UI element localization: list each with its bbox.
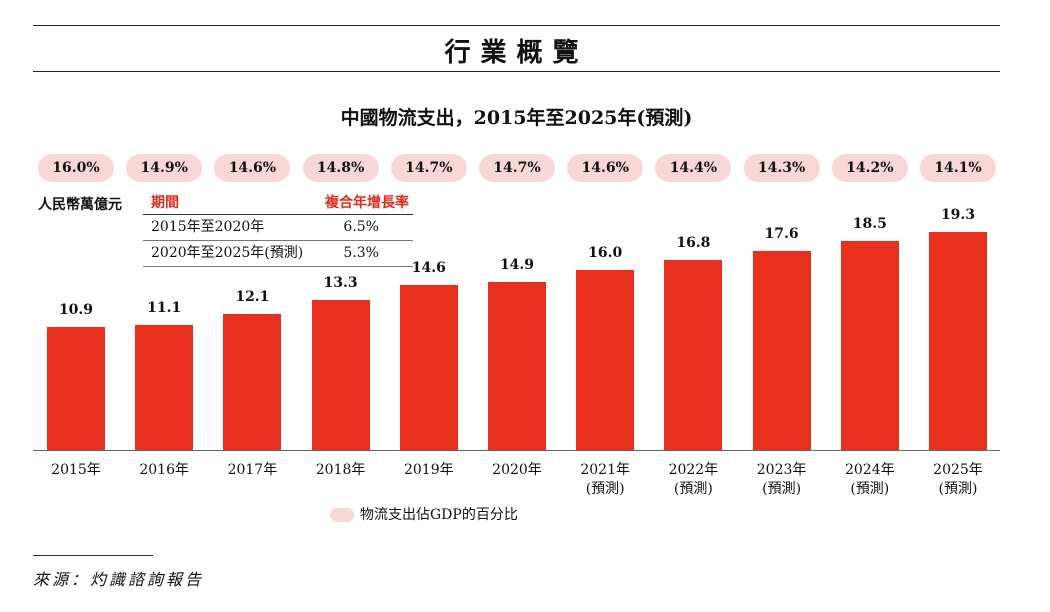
gdp-share-badge: 14.1% <box>920 154 996 182</box>
gdp-share-badge: 14.6% <box>567 154 644 182</box>
bar-4 <box>399 285 458 450</box>
x-tick-label: 2015年 <box>51 462 101 478</box>
source-rule <box>33 555 153 556</box>
gdp-share-badge: 14.4% <box>655 154 732 182</box>
bar-0 <box>47 327 105 450</box>
header-rule-bottom <box>33 71 1000 72</box>
bar-value-label: 18.5 <box>852 216 887 233</box>
legend-label: 物流支出佔GDP的百分比 <box>360 507 518 523</box>
legend-swatch <box>330 508 354 522</box>
x-tick-label: 2023年 (預測) <box>756 462 807 497</box>
x-tick-label: 2019年 <box>403 462 454 478</box>
header-rule-top <box>33 25 1000 26</box>
cagr-row: 2015年至2020年 6.5% <box>143 215 413 241</box>
cagr-table-header: 期間 複合年增長率 <box>143 192 413 215</box>
bar-3 <box>311 299 370 450</box>
bar-value-label: 17.6 <box>764 226 799 243</box>
gdp-share-badge: 14.7% <box>390 154 467 182</box>
gdp-share-badge: 14.2% <box>831 154 908 182</box>
cagr-header-rate: 複合年增長率 <box>325 195 409 211</box>
bar-6 <box>576 269 635 450</box>
chart-title: 中國物流支出，2015年至2025年(預測) <box>340 107 693 129</box>
cagr-row-period: 2015年至2020年 <box>151 219 265 235</box>
bar-value-label: 14.9 <box>499 256 535 273</box>
bar-value-label: 16.8 <box>676 235 711 252</box>
legend: 物流支出佔GDP的百分比 <box>330 504 518 524</box>
x-tick-label: 2021年 (預測) <box>580 462 630 497</box>
cagr-row-rate: 5.3% <box>343 245 379 261</box>
bar-2 <box>223 313 282 450</box>
cagr-row: 2020年至2025年(預測) 5.3% <box>143 241 413 267</box>
bar-value-label: 14.6 <box>411 260 446 277</box>
gdp-share-badge: 14.8% <box>302 154 379 182</box>
x-tick-label: 2024年 (預測) <box>844 462 895 497</box>
x-axis-line <box>33 450 1000 451</box>
bar-value-label: 19.3 <box>940 207 976 224</box>
source-note: 來源：灼識諮詢報告 <box>33 570 205 589</box>
bar-10 <box>929 232 987 450</box>
bar-value-label: 11.1 <box>147 299 182 316</box>
x-tick-label: 2017年 <box>227 462 278 478</box>
x-tick-label: 2020年 <box>492 462 542 478</box>
gdp-share-badge: 16.0% <box>38 154 114 182</box>
gdp-share-badge: 14.9% <box>126 154 203 182</box>
bar-1 <box>135 324 194 450</box>
gdp-share-badge: 14.7% <box>479 154 555 182</box>
bar-8 <box>752 251 811 450</box>
cagr-table: 期間 複合年增長率 2015年至2020年 6.5% 2020年至2025年(預… <box>143 192 413 267</box>
gdp-share-badge: 14.3% <box>743 154 820 182</box>
bar-7 <box>664 260 723 450</box>
x-tick-label: 2016年 <box>139 462 189 478</box>
cagr-row-rate: 6.5% <box>343 219 379 235</box>
bar-value-label: 12.1 <box>235 288 270 305</box>
bar-value-label: 13.3 <box>323 274 358 291</box>
cagr-row-period: 2020年至2025年(預測) <box>151 245 304 261</box>
cagr-header-period: 期間 <box>151 195 179 211</box>
gdp-share-badge: 14.6% <box>214 154 291 182</box>
bar-value-label: 16.0 <box>588 244 623 261</box>
x-tick-label: 2018年 <box>315 462 366 478</box>
bar-5 <box>488 281 546 450</box>
bar-9 <box>840 241 899 450</box>
unit-label: 人民幣萬億元 <box>38 197 122 213</box>
x-tick-label: 2025年 (預測) <box>933 462 983 497</box>
section-title: 行業概覽 <box>444 38 589 68</box>
x-tick-label: 2022年 (預測) <box>668 462 719 497</box>
bar-value-label: 10.9 <box>58 302 94 319</box>
